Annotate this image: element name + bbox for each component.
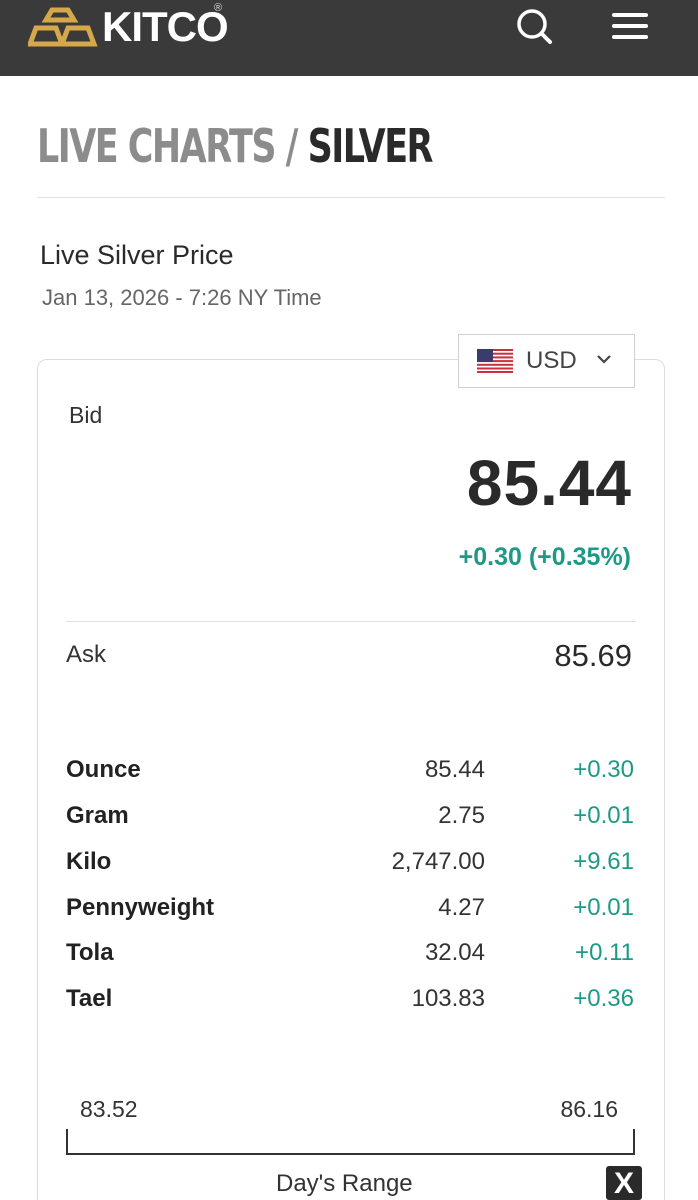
unit-row-gram: Gram 2.75 +0.01 [66,802,636,842]
unit-name: Pennyweight [66,894,215,921]
unit-row-ounce: Ounce 85.44 +0.30 [66,756,636,796]
unit-name: Gram [66,802,129,829]
unit-row-tola: Tola 32.04 +0.11 [66,939,636,979]
day-range-high: 86.16 [560,1096,618,1122]
unit-row-pennyweight: Pennyweight 4.27 +0.01 [66,894,636,934]
price-card [37,359,665,1200]
currency-value: USD [526,347,577,374]
bid-label: Bid [69,402,103,428]
ask-price: 85.69 [554,638,632,673]
chevron-down-icon [597,355,611,364]
logo-text: KITCO [102,3,229,50]
unit-name: Tola [66,939,114,966]
top-bar: KITCO ® [0,0,698,76]
unit-price: 85.44 [424,756,485,783]
unit-change: +9.61 [573,848,634,875]
unit-price: 2.75 [438,802,485,829]
registered-mark: ® [214,2,223,14]
unit-row-tael: Tael 103.83 +0.36 [66,985,636,1025]
close-button[interactable]: X [606,1166,642,1200]
price-heading: Live Silver Price [40,240,234,270]
range-tick-left [66,1129,68,1154]
day-range-label: Day's Range [276,1170,413,1197]
gold-bars-icon [28,7,98,47]
unit-change: +0.30 [573,756,634,783]
range-tick-right [633,1129,635,1154]
day-range-low: 83.52 [80,1096,138,1122]
price-timestamp: Jan 13, 2026 - 7:26 NY Time [42,285,322,310]
day-range-bar [66,1153,635,1155]
breadcrumb-current: SILVER [307,119,434,173]
breadcrumb-live-charts[interactable]: LIVE CHARTS / [37,119,308,173]
unit-change: +0.01 [573,894,634,921]
menu-button[interactable] [608,10,652,44]
unit-change: +0.01 [573,802,634,829]
quote-divider [66,621,636,622]
unit-row-kilo: Kilo 2,747.00 +9.61 [66,848,636,888]
ask-label: Ask [66,641,107,668]
bid-price: 85.44 [466,447,632,519]
us-flag-icon [477,349,513,373]
unit-price: 32.04 [424,939,485,966]
kitco-logo[interactable]: KITCO [28,3,229,50]
currency-select[interactable]: USD [458,334,635,388]
title-divider [37,197,665,198]
search-icon [517,9,552,44]
search-button[interactable] [512,4,556,48]
unit-change: +0.11 [575,939,634,966]
hamburger-menu-icon [612,13,648,39]
page-title: LIVE CHARTS / SILVER [37,116,434,176]
unit-name: Tael [66,985,113,1012]
unit-name: Ounce [66,756,141,783]
unit-price: 2,747.00 [391,848,485,875]
bid-change: +0.30 (+0.35%) [458,543,631,571]
unit-name: Kilo [66,848,112,875]
unit-price: 4.27 [438,894,485,921]
unit-price: 103.83 [411,985,485,1012]
unit-change: +0.36 [573,985,634,1012]
